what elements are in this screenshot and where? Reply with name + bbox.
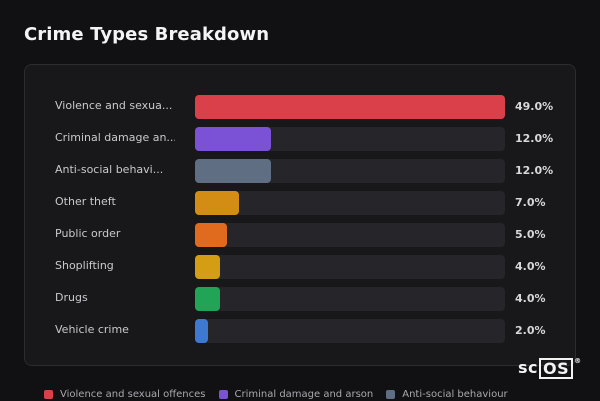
category-label: Drugs [55,291,88,304]
logo-text-sc: sc [518,358,539,377]
category-label: Criminal damage an... [55,131,175,144]
value-label: 2.0% [515,324,546,337]
chart-row: Other theft 7.0% [25,191,577,215]
category-label: Shoplifting [55,259,114,272]
category-label: Vehicle crime [55,323,129,336]
bar[interactable] [195,255,220,279]
chart-row: Public order 5.0% [25,223,577,247]
value-label: 5.0% [515,228,546,241]
bar[interactable] [195,287,220,311]
value-label: 12.0% [515,164,554,177]
value-label: 4.0% [515,292,546,305]
bar[interactable] [195,127,271,151]
bar-track [195,127,505,151]
value-label: 49.0% [515,100,554,113]
legend-label: Anti-social behaviour [402,388,508,400]
category-label: Anti-social behavi... [55,163,164,176]
legend-swatch [44,389,53,399]
bar[interactable] [195,191,239,215]
legend-item[interactable]: Violence and sexual offences [44,389,206,400]
chart-row: Criminal damage an... 12.0% [25,127,577,151]
scos-logo: sc OS ® [518,357,582,379]
chart-row: Drugs 4.0% [25,287,577,311]
category-label: Violence and sexua... [55,99,173,112]
chart-row: Violence and sexua... 49.0% [25,95,577,119]
bar-track [195,255,505,279]
value-label: 12.0% [515,132,554,145]
bar-track [195,95,505,119]
chart-row: Shoplifting 4.0% [25,255,577,279]
value-label: 7.0% [515,196,546,209]
logo-text-os: OS [539,358,574,379]
bar-track [195,191,505,215]
chart-panel: Violence and sexua... 49.0% Criminal damag… [24,64,576,366]
bar-track [195,223,505,247]
category-label: Other theft [55,195,116,208]
legend-label: Violence and sexual offences [60,388,206,400]
registered-mark: ® [574,357,582,365]
legend-swatch [386,389,396,399]
legend: Violence and sexual offences Criminal dam… [44,387,521,401]
bar-track [195,159,505,183]
legend-item[interactable]: Anti-social behaviour [386,388,508,400]
category-label: Public order [55,227,121,240]
legend-swatch [218,389,228,399]
bar[interactable] [195,159,271,183]
bar[interactable] [195,223,227,247]
chart-title: Crime Types Breakdown [24,24,270,45]
bar[interactable] [195,95,505,119]
chart-row: Anti-social behavi... 12.0% [25,159,577,183]
bar[interactable] [195,319,208,343]
chart-row: Vehicle crime 2.0% [25,319,577,343]
bar-track [195,287,505,311]
value-label: 4.0% [515,260,546,273]
bar-track [195,319,505,343]
legend-item[interactable]: Criminal damage and arson [218,388,374,400]
legend-label: Criminal damage and arson [234,388,374,400]
